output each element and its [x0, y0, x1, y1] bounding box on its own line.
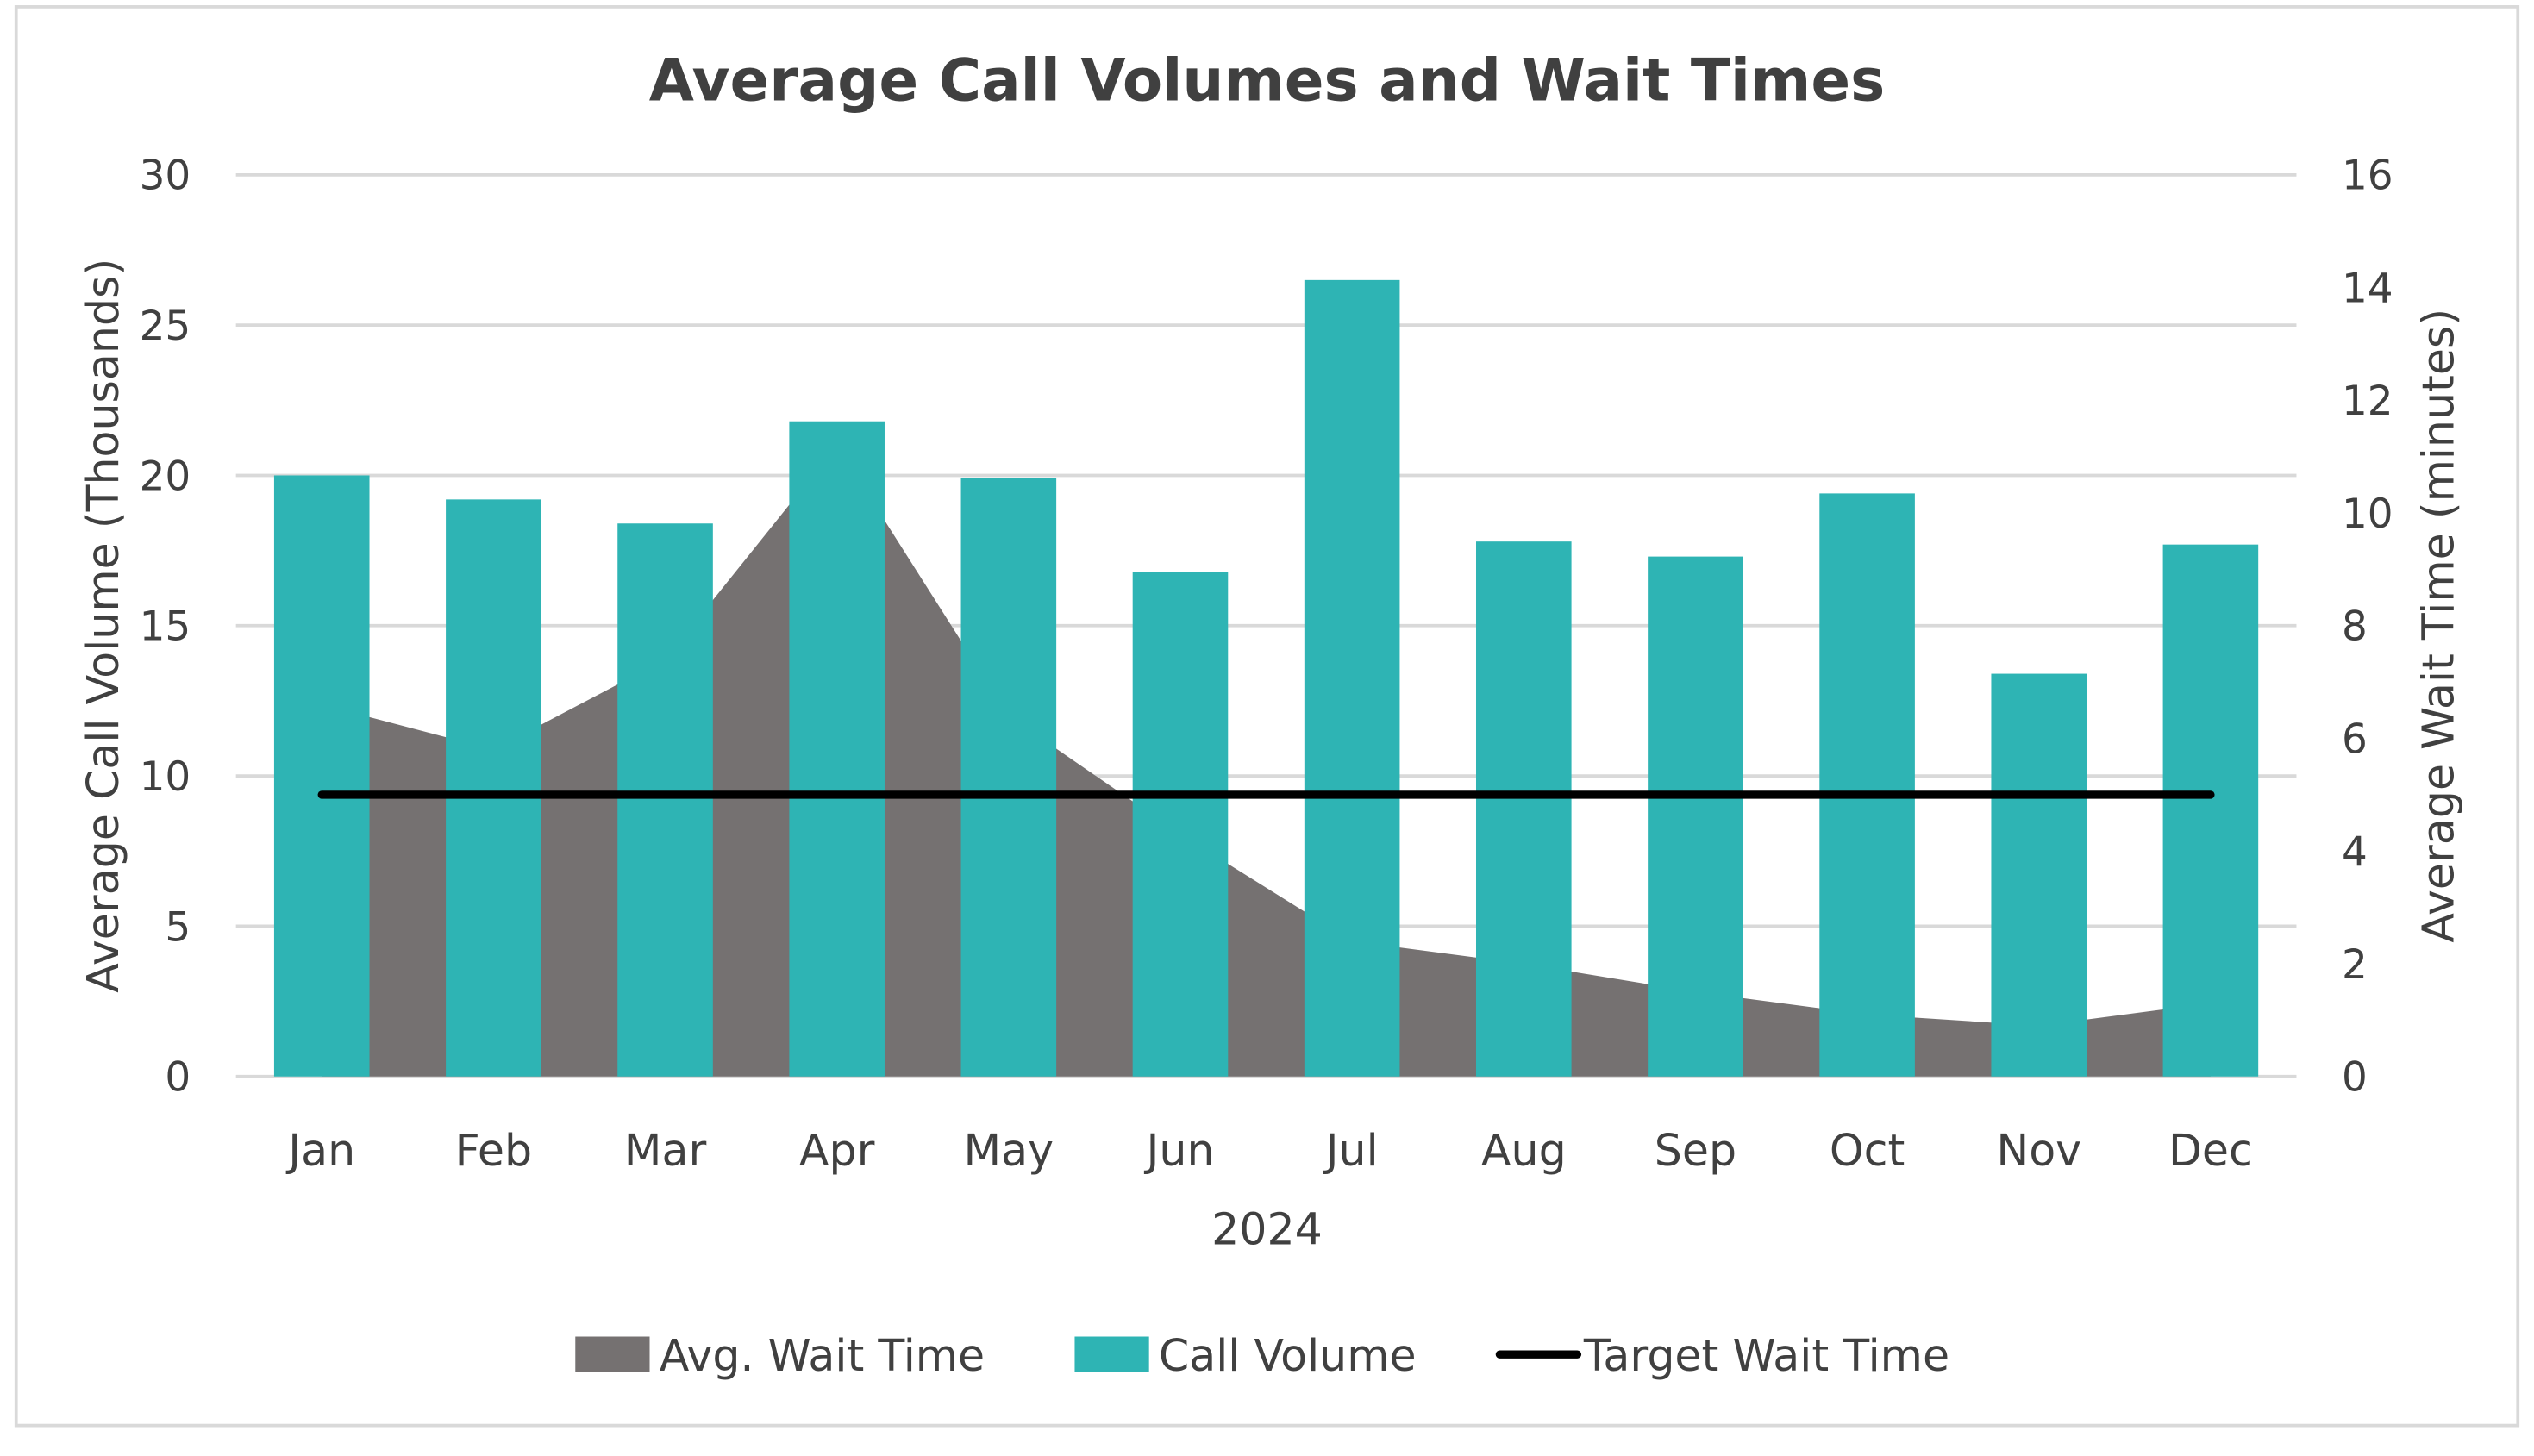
- x-tick-label: Dec: [2168, 1125, 2253, 1176]
- legend-item-avg-wait-time[interactable]: Avg. Wait Time: [575, 1330, 985, 1381]
- legend-label: Target Wait Time: [1583, 1330, 1949, 1381]
- x-tick-label: Oct: [1830, 1125, 1905, 1176]
- bar-call-volume-nov: [1991, 673, 2087, 1077]
- y-left-tick-label: 25: [140, 303, 191, 350]
- x-tick-label: Jun: [1143, 1125, 1214, 1176]
- legend-label: Avg. Wait Time: [660, 1330, 985, 1381]
- bar-call-volume-jun: [1132, 572, 1229, 1077]
- y-left-tick-label: 10: [140, 754, 191, 801]
- x-tick-label: May: [964, 1125, 1054, 1176]
- bar-call-volume-dec: [2162, 544, 2259, 1077]
- legend-item-call-volume[interactable]: Call Volume: [1074, 1330, 1417, 1381]
- legend-swatch-area: [575, 1336, 650, 1372]
- y-axis-right-label: Average Wait Time (minutes): [2412, 309, 2463, 943]
- y-left-tick-label: 5: [165, 904, 191, 951]
- legend-item-target-wait-time[interactable]: Target Wait Time: [1495, 1330, 1949, 1381]
- y-right-tick-label: 12: [2342, 378, 2393, 425]
- y-right-tick-label: 8: [2342, 604, 2368, 651]
- y-left-tick-label: 30: [140, 153, 191, 200]
- y-left-tick-label: 15: [140, 604, 191, 651]
- x-tick-label: Jan: [285, 1125, 355, 1176]
- bar-call-volume-feb: [446, 499, 541, 1077]
- x-axis-label: 2024: [1211, 1204, 1323, 1255]
- y-right-tick-label: 14: [2342, 266, 2393, 312]
- y-left-tick-label: 0: [165, 1055, 191, 1102]
- bar-call-volume-aug: [1475, 541, 1572, 1077]
- bar-call-volume-apr: [789, 421, 885, 1077]
- x-tick-label: Feb: [455, 1125, 533, 1176]
- legend-label: Call Volume: [1159, 1330, 1417, 1381]
- y-right-tick-label: 6: [2342, 716, 2368, 763]
- x-tick-label: Sep: [1655, 1125, 1736, 1176]
- y-right-tick-label: 4: [2342, 829, 2368, 876]
- x-tick-label: Mar: [624, 1125, 707, 1176]
- bar-call-volume-jan: [273, 475, 370, 1077]
- bar-call-volume-jul: [1304, 279, 1400, 1077]
- y-left-tick-label: 20: [140, 453, 191, 500]
- legend: Avg. Wait Time Call Volume Target Wait T…: [575, 1330, 1949, 1381]
- chart-title: Average Call Volumes and Wait Times: [649, 47, 1886, 115]
- x-tick-label: Jul: [1323, 1125, 1379, 1176]
- legend-swatch-bar: [1074, 1336, 1149, 1372]
- y-right-tick-label: 0: [2342, 1055, 2368, 1102]
- y-right-tick-label: 2: [2342, 942, 2368, 989]
- y-right-tick-label: 16: [2342, 153, 2393, 200]
- x-tick-label: Nov: [1996, 1125, 2081, 1176]
- bar-call-volume-mar: [617, 523, 713, 1077]
- x-tick-label: Aug: [1481, 1125, 1567, 1176]
- chart-border: [14, 5, 2520, 1428]
- bar-call-volume-sep: [1648, 556, 1743, 1077]
- bar-call-volume-may: [960, 478, 1057, 1077]
- x-tick-label: Apr: [799, 1125, 875, 1176]
- y-axis-left-label: Average Call Volume (Thousands): [78, 259, 128, 993]
- y-right-tick-label: 10: [2342, 491, 2393, 538]
- bar-call-volume-oct: [1819, 493, 1915, 1077]
